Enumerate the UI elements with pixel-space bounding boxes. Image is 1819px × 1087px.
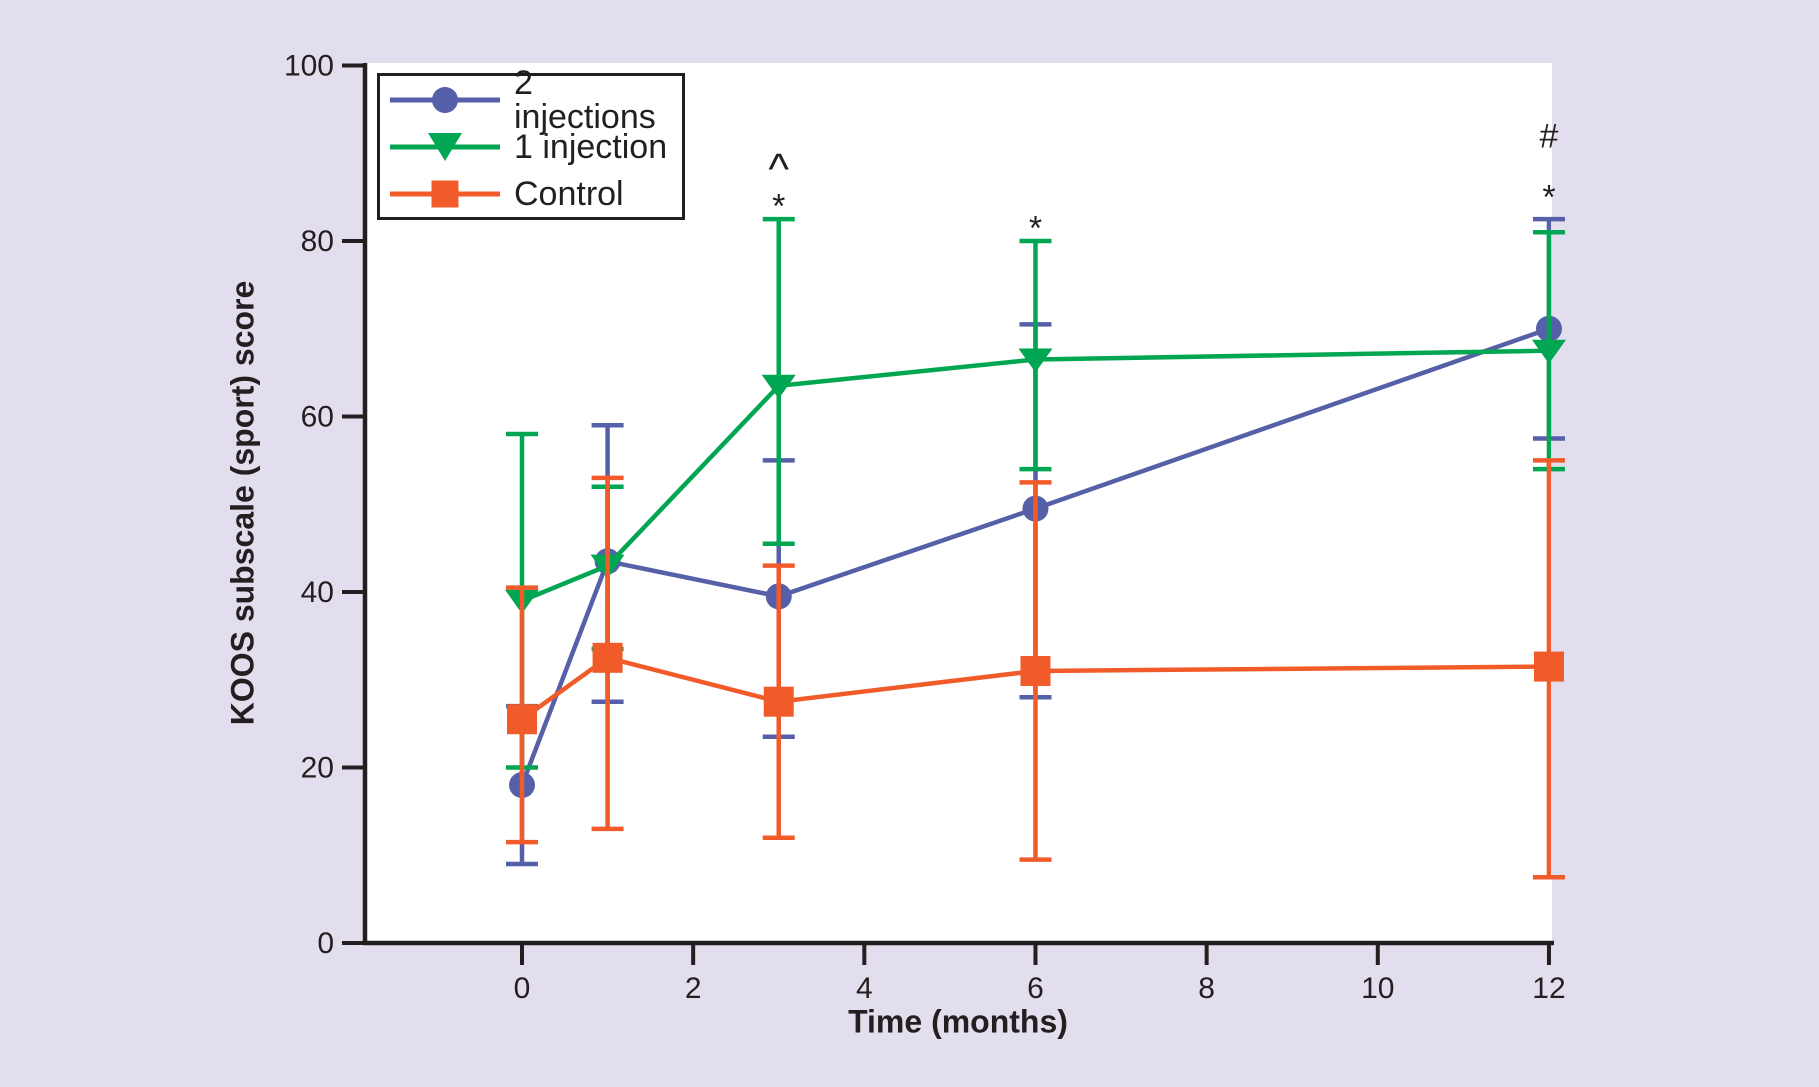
annotation-*: * <box>1542 179 1555 217</box>
square-marker <box>1020 655 1051 686</box>
y-tick-label: 0 <box>317 927 334 960</box>
x-tick-label: 4 <box>856 972 873 1005</box>
legend-item-2-injections: 2 injections <box>380 66 682 134</box>
legend-item-label: Control <box>514 174 624 213</box>
x-tick-label: 12 <box>1532 972 1565 1005</box>
annotation-*: * <box>1029 209 1042 247</box>
square-marker-icon <box>431 180 459 207</box>
legend-sample <box>390 132 500 162</box>
legend: 2 injections 1 injection Control <box>377 66 685 220</box>
triangle-down-marker <box>761 374 796 399</box>
legend-item-control: Control <box>380 170 682 217</box>
y-tick-label: 40 <box>301 576 334 609</box>
legend-sample <box>390 85 500 115</box>
annotation-#: # <box>1539 118 1558 156</box>
x-tick-label: 10 <box>1361 972 1394 1005</box>
x-tick-label: 2 <box>685 972 702 1005</box>
x-tick-label: 6 <box>1027 972 1044 1005</box>
annotation-^: ^ <box>768 145 789 194</box>
y-tick-label: 80 <box>301 225 334 258</box>
triangle-down-marker-icon <box>428 132 462 161</box>
square-marker <box>763 686 794 717</box>
legend-item-label: 2 injections <box>514 63 656 136</box>
y-tick-label: 20 <box>301 752 334 785</box>
circle-marker-icon <box>432 86 458 113</box>
legend-sample <box>390 179 500 209</box>
x-axis-title: Time (months) <box>848 1003 1068 1040</box>
legend-item-1-injection: 1 injection <box>380 123 682 170</box>
y-tick-label: 60 <box>301 401 334 434</box>
y-tick-label: 100 <box>284 50 334 83</box>
x-tick-label: 0 <box>514 972 531 1005</box>
triangle-down-marker <box>1018 348 1053 373</box>
square-marker <box>1533 651 1564 682</box>
square-marker <box>592 642 623 673</box>
square-marker <box>507 704 537 735</box>
triangle-down-marker <box>1531 339 1566 364</box>
y-axis-title: KOOS subscale (sport) score <box>224 280 261 726</box>
annotation-*: * <box>772 188 785 226</box>
series-control <box>506 458 1565 880</box>
legend-item-label: 1 injection <box>514 127 668 166</box>
x-tick-label: 8 <box>1198 972 1215 1005</box>
